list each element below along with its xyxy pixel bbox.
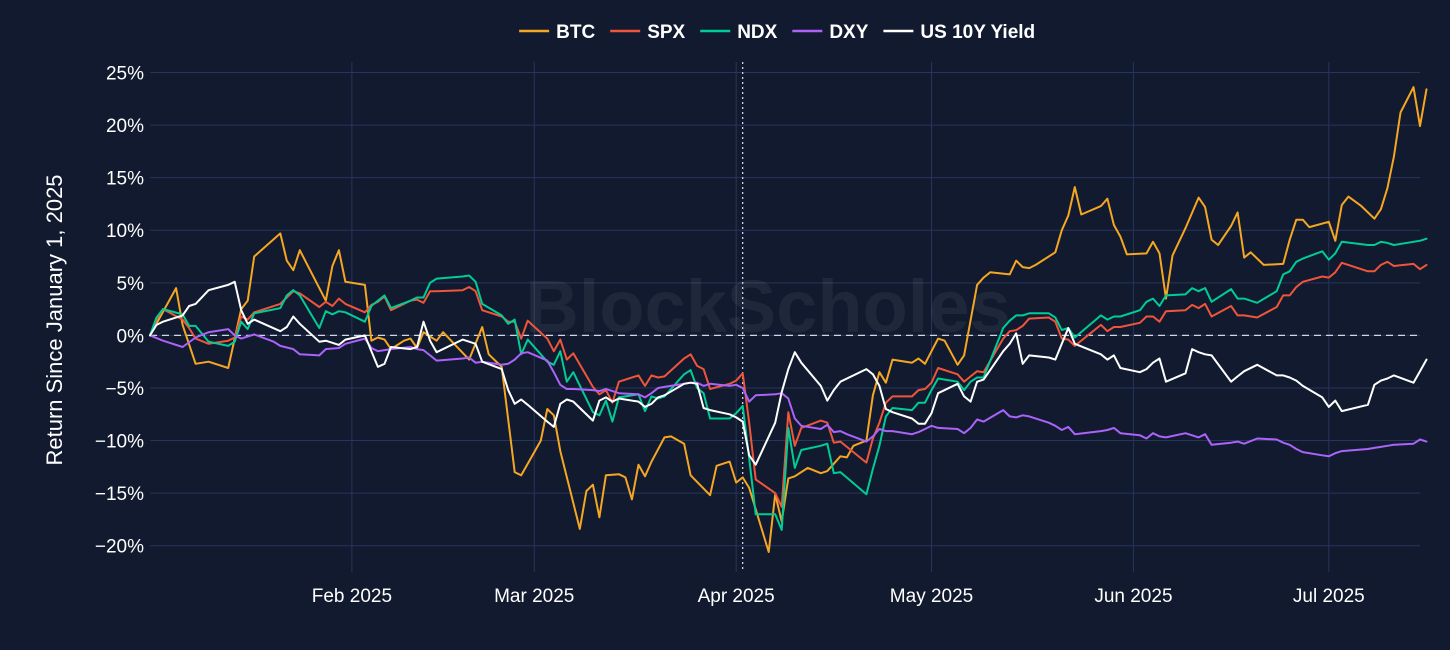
- legend-label: US 10Y Yield: [920, 22, 1035, 43]
- legend-item-spx[interactable]: SPX: [610, 22, 686, 43]
- y-tick-label: −20%: [95, 537, 144, 558]
- legend-item-btc[interactable]: BTC: [519, 22, 595, 43]
- reference-lines: [150, 62, 1420, 572]
- y-tick-label: 10%: [106, 221, 144, 242]
- x-tick-label: May 2025: [890, 586, 973, 607]
- y-tick-label: −10%: [95, 432, 144, 453]
- legend-item-us-10y-yield[interactable]: US 10Y Yield: [883, 22, 1035, 43]
- y-axis-tick-labels: 25% 20% 15% 10% 5% 0% −5% −10% −15% −20%: [95, 64, 144, 558]
- x-tick-label: Feb 2025: [312, 586, 392, 607]
- y-tick-label: −15%: [95, 484, 144, 505]
- y-tick-label: 5%: [117, 274, 145, 295]
- series-line-ndx: [149, 237, 1428, 531]
- y-tick-label: 0%: [117, 326, 145, 347]
- watermark: BlockScholes: [525, 265, 1010, 348]
- x-axis-tick-labels: Feb 2025 Mar 2025 Apr 2025 May 2025 Jun 2025…: [312, 586, 1365, 607]
- legend-item-dxy[interactable]: DXY: [792, 22, 869, 43]
- x-tick-label: Mar 2025: [494, 586, 574, 607]
- legend-label: DXY: [829, 22, 868, 43]
- y-axis-title: Return Since January 1, 2025: [42, 174, 67, 465]
- series-line-btc: [149, 86, 1428, 553]
- grid: [150, 62, 1420, 572]
- y-tick-label: −5%: [105, 379, 144, 400]
- x-tick-label: Apr 2025: [698, 586, 775, 607]
- legend-item-ndx[interactable]: NDX: [700, 22, 778, 43]
- legend-label: NDX: [737, 22, 777, 43]
- x-tick-label: Jun 2025: [1094, 586, 1172, 607]
- legend-label: SPX: [647, 22, 685, 43]
- y-tick-label: 15%: [106, 169, 144, 190]
- y-tick-label: 20%: [106, 116, 144, 137]
- series-line-us-10y-yield: [149, 280, 1428, 466]
- x-tick-label: Jul 2025: [1293, 586, 1365, 607]
- series-layer: [149, 86, 1428, 553]
- legend[interactable]: BTC SPX NDX DXY US 10Y Yield: [519, 22, 1035, 43]
- legend-label: BTC: [556, 22, 595, 43]
- y-tick-label: 25%: [106, 64, 144, 85]
